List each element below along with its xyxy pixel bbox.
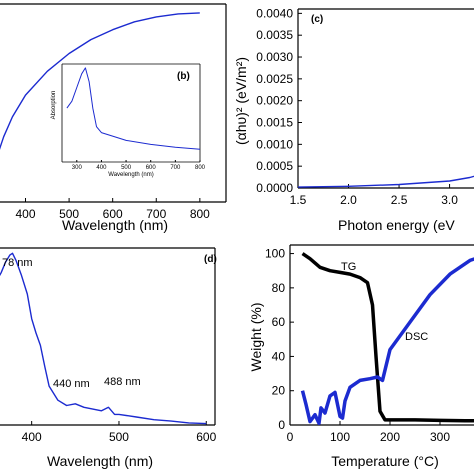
panel-e-xlabel: Temperature (°C) <box>331 453 439 469</box>
xtick-label: 600 <box>103 207 123 221</box>
ytick-label: 60 <box>272 315 286 329</box>
panel-a-xlabel: Wavelength (nm) <box>62 217 168 233</box>
series-line <box>66 67 201 150</box>
ytick-label: 20 <box>272 384 286 398</box>
xtick-label: 500 <box>109 430 129 444</box>
peak-annotation: 488 nm <box>104 376 141 388</box>
xtick-label: 500 <box>59 207 79 221</box>
panel-a-xtick-labels: 400 500 600 700 800 <box>15 207 210 221</box>
panel-c: (c) 0.0000 0.0005 0.0010 0.0015 0.0020 0… <box>233 6 474 233</box>
inset-b-plot-area <box>61 63 201 163</box>
inset-b-panel-label: (b) <box>177 71 190 82</box>
panel-d-plot-area <box>0 247 216 426</box>
panel-d: (d) 78 nm 440 nm 488 nm 400 500 600 Wave… <box>0 247 217 469</box>
inset-b-xtick-labels: 300 400 500 600 700 800 <box>72 165 206 171</box>
xtick-label: 300 <box>72 165 83 171</box>
tg-curve-label: TG <box>341 261 356 273</box>
xtick-label: 800 <box>190 207 210 221</box>
panel-e-ytick-labels: 0 20 40 60 80 100 <box>265 247 285 432</box>
dsc-curve-label: DSC <box>405 331 428 343</box>
panel-e-xtick-labels: 0 100 200 300 400 <box>287 430 451 444</box>
xtick-label: 1.5 <box>290 193 307 207</box>
panel-d-xlabel: Wavelength (nm) <box>47 453 153 469</box>
inset-b-ylabel: Absorption <box>51 91 57 120</box>
xtick-label: 600 <box>196 430 216 444</box>
xtick-label: 800 <box>195 165 206 171</box>
panel-e: TG DSC 0 20 40 60 80 100 0 100 200 300 4… <box>248 244 474 469</box>
inset-b-xlabel: Wavelength (nm) <box>108 172 153 178</box>
ytick-label: 100 <box>265 247 285 261</box>
panel-e-ylabel: Weight (%) <box>248 303 264 372</box>
panel-a-plot-area <box>0 3 227 203</box>
ytick-label: 40 <box>272 349 286 363</box>
xtick-label: 2.5 <box>391 193 408 207</box>
ytick-label: 0.0040 <box>256 6 293 20</box>
ytick-label: 0.0035 <box>256 28 293 42</box>
panel-c-plot-area <box>297 8 474 189</box>
series-line <box>0 252 207 425</box>
series-line <box>297 175 474 188</box>
panel-c-ylabel: (αhυ)² (eV/m²) <box>233 57 249 145</box>
panel-a: 400 500 600 700 800 Wavelength (nm) (b) … <box>0 3 227 233</box>
xtick-label: 100 <box>330 430 350 444</box>
panel-d-label: (d) <box>204 254 217 265</box>
ytick-label: 0.0005 <box>256 159 293 173</box>
panel-c-label: (c) <box>311 14 323 25</box>
ytick-label: 0 <box>278 418 285 432</box>
xtick-label: 700 <box>146 207 166 221</box>
xtick-label: 0 <box>287 430 294 444</box>
dsc-series-line <box>300 257 474 426</box>
xtick-label: 300 <box>430 430 450 444</box>
ytick-label: 0.0025 <box>256 72 293 86</box>
tg-series-line <box>301 252 474 423</box>
ytick-label: 0.0010 <box>256 137 293 151</box>
xtick-label: 2.0 <box>340 193 357 207</box>
xtick-label: 3.0 <box>441 193 458 207</box>
xtick-label: 700 <box>170 165 181 171</box>
panel-c-xtick-labels: 1.5 2.0 2.5 3.0 <box>290 193 459 207</box>
inset-b: (b) Absorption Wavelength (nm) 300 400 5… <box>51 63 206 178</box>
ytick-label: 0.0030 <box>256 50 293 64</box>
ytick-label: 0.0015 <box>256 116 293 130</box>
peak-annotation: 440 nm <box>53 378 90 390</box>
xtick-label: 400 <box>15 207 35 221</box>
ytick-label: 0.0000 <box>256 181 293 195</box>
xtick-label: 200 <box>380 430 400 444</box>
panel-c-ytick-labels: 0.0000 0.0005 0.0010 0.0015 0.0020 0.002… <box>256 6 293 195</box>
panel-c-xlabel: Photon energy (eV <box>338 217 455 233</box>
xtick-label: 500 <box>121 165 132 171</box>
xtick-label: 400 <box>22 430 42 444</box>
ytick-label: 80 <box>272 281 286 295</box>
xtick-label: 600 <box>146 165 157 171</box>
panel-d-xtick-labels: 400 500 600 <box>22 430 217 444</box>
series-line <box>0 12 200 150</box>
peak-annotation: 78 nm <box>2 257 33 269</box>
xtick-label: 400 <box>96 165 107 171</box>
ytick-label: 0.0020 <box>256 94 293 108</box>
panel-e-plot-area <box>289 244 474 426</box>
